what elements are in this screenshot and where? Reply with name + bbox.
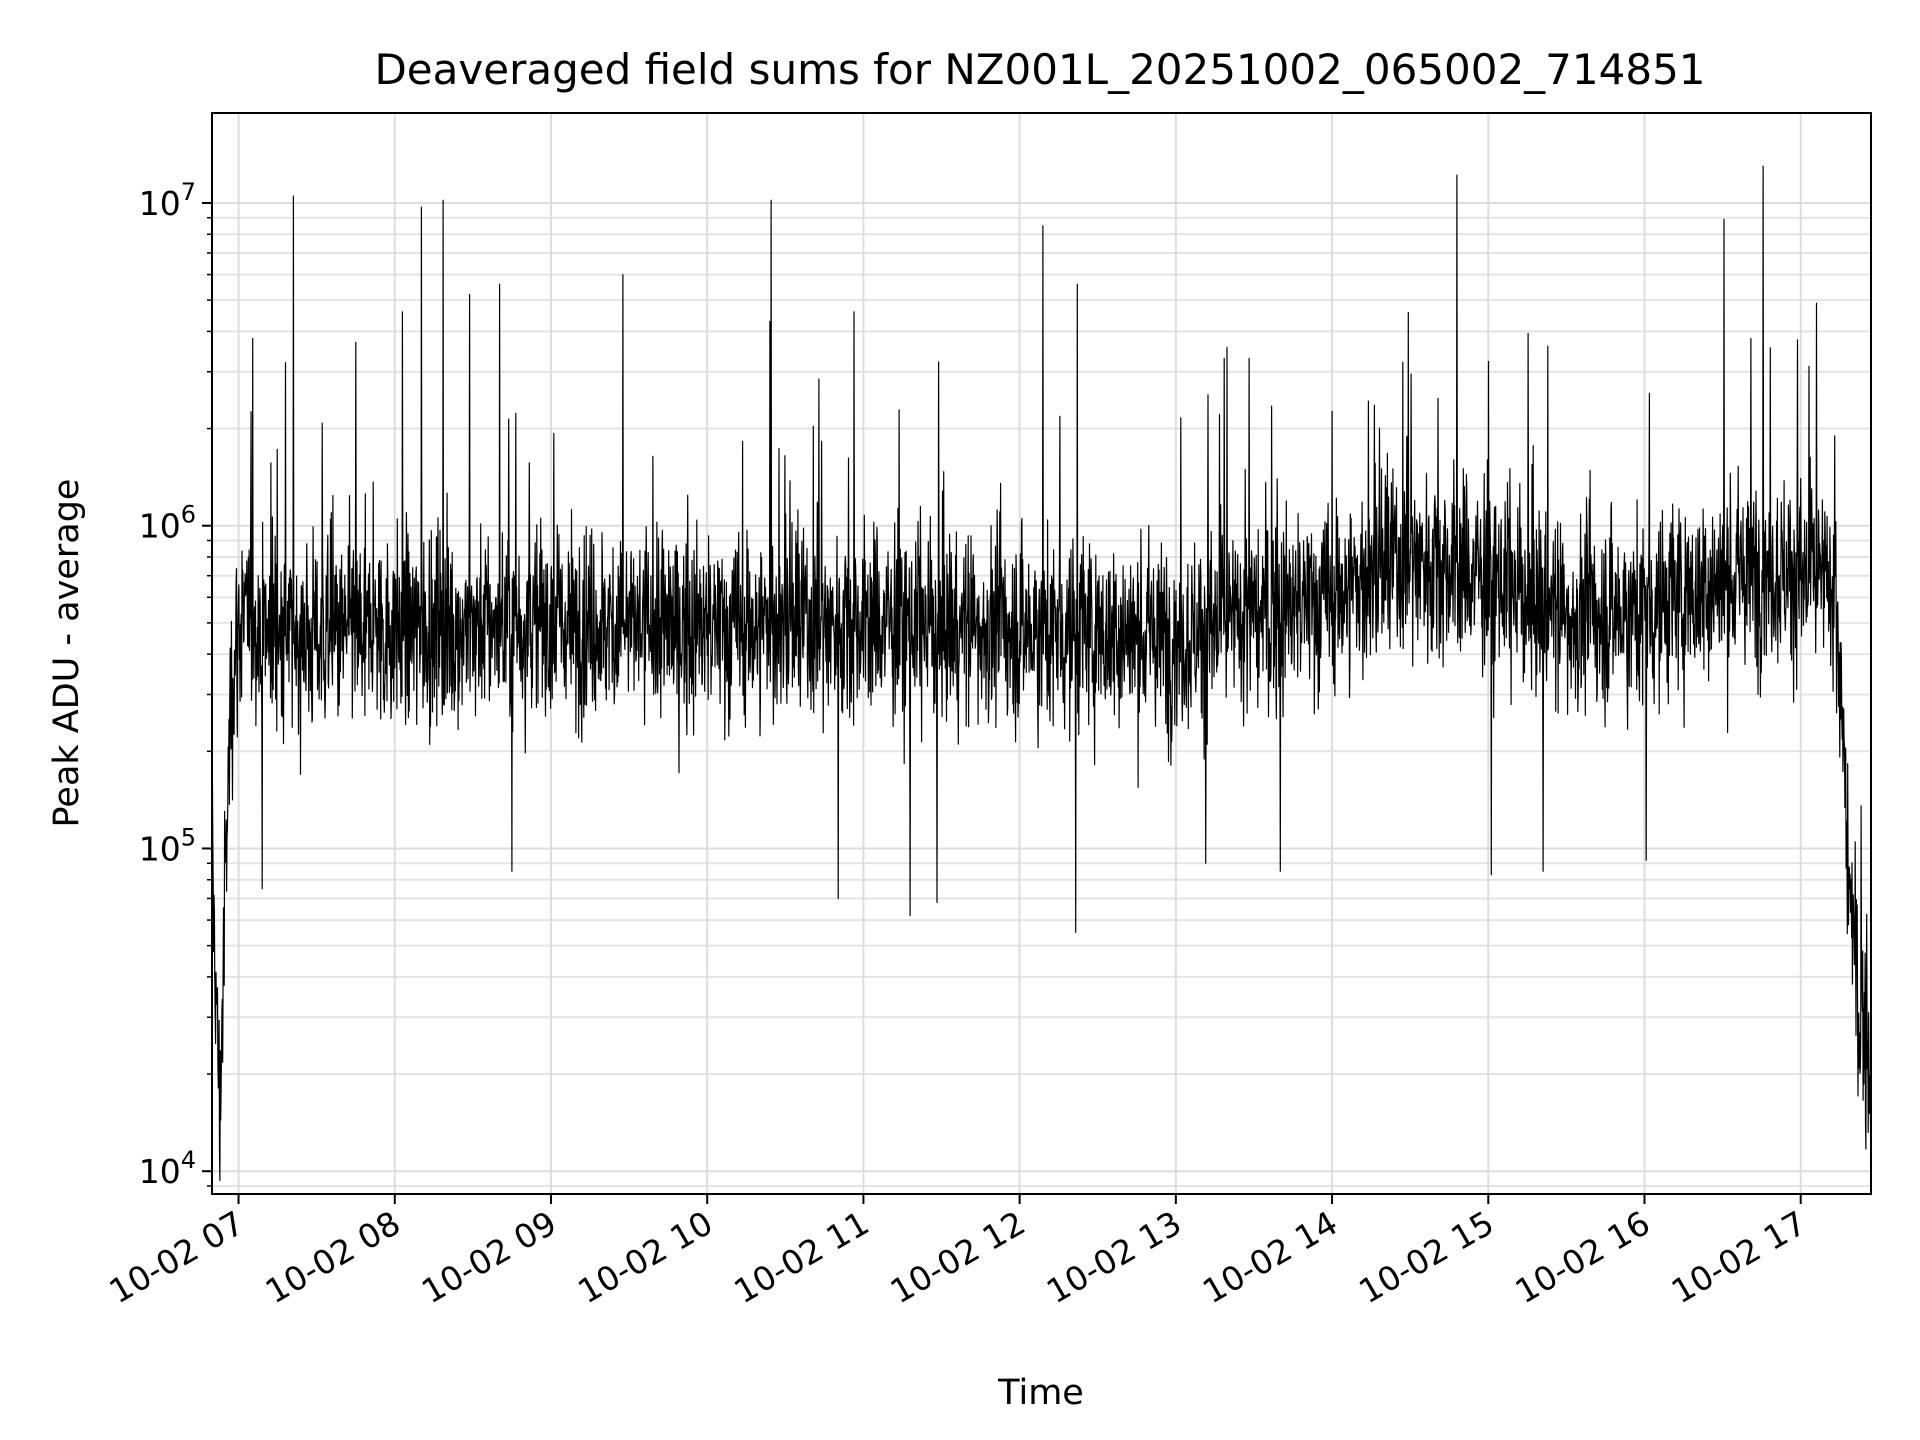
y-tick-base: 10 bbox=[139, 184, 181, 223]
y-axis-label: Peak ADU - average bbox=[47, 479, 87, 828]
y-tick-label: 105 bbox=[139, 823, 196, 868]
y-tick-label: 104 bbox=[139, 1146, 196, 1191]
y-tick-exponent: 4 bbox=[181, 1146, 196, 1174]
y-tick-base: 10 bbox=[139, 507, 181, 546]
y-tick-base: 10 bbox=[139, 1152, 181, 1191]
x-axis-label: Time bbox=[997, 1373, 1084, 1413]
y-tick-label: 106 bbox=[139, 501, 196, 546]
y-tick-exponent: 5 bbox=[181, 823, 196, 851]
y-tick-base: 10 bbox=[139, 829, 181, 868]
y-tick-exponent: 7 bbox=[181, 178, 196, 206]
series-layer bbox=[211, 165, 1872, 1181]
y-tick-exponent: 6 bbox=[181, 501, 196, 529]
series-line bbox=[211, 165, 1872, 1181]
y-tick-label: 107 bbox=[139, 178, 196, 223]
plot-frame bbox=[211, 112, 1872, 1195]
chart-title: Deaveraged field sums for NZ001L_2025100… bbox=[374, 45, 1705, 94]
